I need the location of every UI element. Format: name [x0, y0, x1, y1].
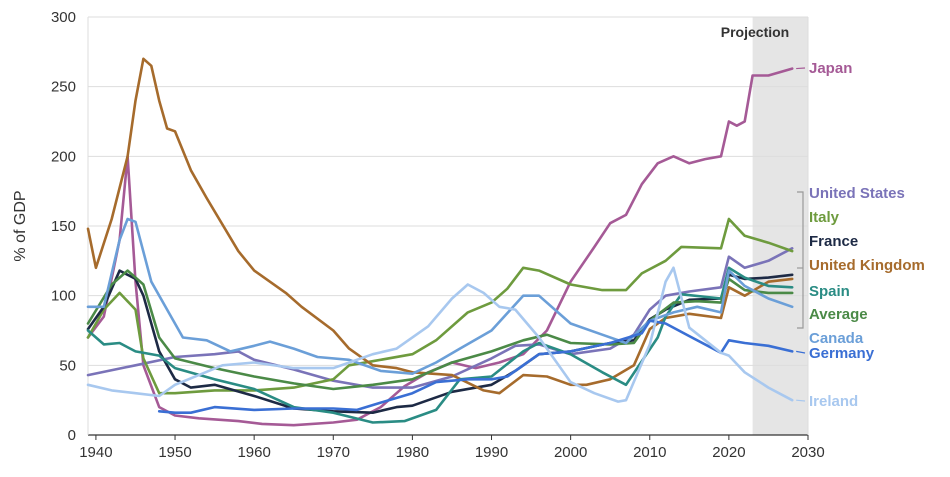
- x-tick-label: 1970: [317, 444, 350, 461]
- y-tick-label: 250: [51, 79, 76, 96]
- series-line-spain: [86, 266, 794, 424]
- label-leader: [796, 399, 806, 402]
- y-axis-ticks: 0 50 100 150 200 250 300: [51, 9, 76, 444]
- x-tick-label: 1950: [158, 444, 191, 461]
- x-tick-label: 1990: [475, 444, 508, 461]
- series-line-italy: [86, 217, 794, 395]
- series-label-germany: Germany: [809, 345, 875, 362]
- series-line-france: [86, 269, 794, 414]
- y-tick-label: 150: [51, 218, 76, 235]
- y-tick-label: 100: [51, 288, 76, 305]
- projection-label: Projection: [721, 24, 789, 40]
- y-tick-label: 200: [51, 148, 76, 165]
- series-label-japan: Japan: [809, 60, 852, 77]
- x-tick-label: 1940: [79, 444, 112, 461]
- series-label-france: France: [809, 233, 858, 250]
- series-label-canada: Canada: [809, 330, 864, 347]
- series-line-average: [86, 269, 794, 391]
- series-label-italy: Italy: [809, 209, 840, 226]
- label-leader: [796, 67, 806, 70]
- series-label-ireland: Ireland: [809, 393, 858, 410]
- x-tick-label: 2000: [554, 444, 587, 461]
- y-tick-label: 0: [68, 427, 76, 444]
- series-line-ireland: [86, 266, 794, 403]
- x-tick-label: 2030: [791, 444, 824, 461]
- gridlines: [87, 16, 809, 436]
- series-label-united-states: United States: [809, 185, 905, 202]
- x-tick-label: 1960: [237, 444, 270, 461]
- series-lines: [86, 57, 794, 427]
- x-axis-ticks: 1940 1950 1960 1970 1980 1990 2000 2010 2020 2030: [79, 435, 825, 461]
- x-tick-label: 2010: [633, 444, 666, 461]
- series-line-japan: [86, 67, 794, 427]
- label-bracket: [797, 191, 804, 329]
- series-line-united-kingdom: [86, 57, 794, 395]
- series-label-united-kingdom: United Kingdom: [809, 257, 925, 274]
- y-axis-title: % of GDP: [12, 190, 29, 261]
- series-label-spain: Spain: [809, 283, 850, 300]
- series-line-canada: [86, 217, 794, 375]
- series-line-united-states: [86, 247, 794, 389]
- series-labels: Japan United States Italy France United King…: [796, 60, 925, 410]
- series-label-average: Average: [809, 306, 868, 323]
- y-tick-label: 50: [59, 357, 76, 374]
- y-tick-label: 300: [51, 9, 76, 26]
- x-tick-label: 1980: [396, 444, 429, 461]
- label-leader: [796, 350, 806, 354]
- x-tick-label: 2020: [712, 444, 745, 461]
